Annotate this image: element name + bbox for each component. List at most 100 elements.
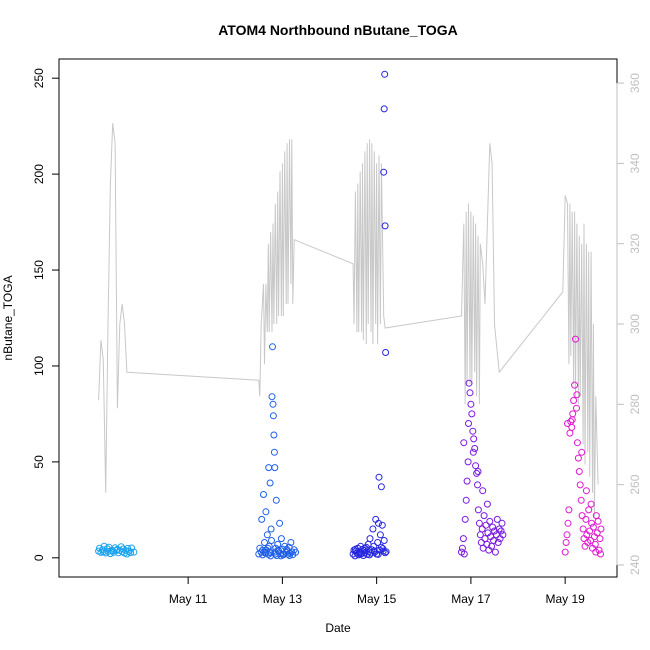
data-point [593,529,601,537]
data-point [271,464,279,472]
data-point [265,464,273,472]
y2-tick-label: 240 [628,555,642,575]
data-point [261,539,268,546]
data-point [286,552,293,559]
data-point [122,547,130,555]
data-point [577,496,585,504]
data-point [292,548,300,556]
data-points-layer [95,70,605,560]
data-point [465,420,472,427]
data-point [351,545,359,553]
data-point [495,525,503,533]
data-point [266,479,274,487]
data-point [366,551,374,559]
y-axis-left: 0 50 100 150 200 250 [32,68,60,561]
data-point [274,546,282,554]
y-axis-right: 240 260 280 300 320 340 360 [616,73,642,575]
data-point [370,547,378,555]
y-tick-label: 250 [32,68,46,88]
data-point [377,543,385,551]
data-point [474,481,481,489]
data-point [596,535,604,543]
data-point [471,445,479,452]
data-point [369,525,377,533]
data-point [497,527,505,535]
data-point [276,519,284,527]
data-point [573,439,581,447]
y2-tick-label: 260 [628,474,642,494]
data-point [479,487,487,495]
data-point [382,349,390,356]
data-point [582,515,590,523]
data-point [575,468,583,475]
data-point [380,105,388,113]
data-point [493,515,501,523]
data-point [477,539,485,546]
data-point [499,531,507,539]
data-point [381,222,389,230]
plot-area-frame [58,58,618,578]
data-point [491,548,499,556]
data-point [460,439,468,447]
chart-title: ATOM4 Northbound nButane_TOGA [218,22,458,38]
x-axis-label: Date [325,621,351,635]
data-point [374,539,382,546]
data-point [269,400,277,408]
data-point [587,500,595,508]
y-tick-label: 150 [32,260,46,280]
x-tick-label: May 11 [169,592,208,606]
series-2 [255,343,300,560]
data-point [465,379,473,387]
data-point [566,429,574,437]
data-point [356,550,364,558]
y2-tick-label: 300 [628,314,642,334]
data-point [460,550,468,558]
data-point [375,473,383,481]
data-point [585,506,593,514]
data-point [267,549,275,557]
data-point [269,412,277,420]
data-point [597,550,604,558]
data-point [597,525,605,533]
data-point [572,335,579,343]
y-tick-label: 50 [32,455,46,469]
data-point [466,389,474,397]
data-point [270,431,278,439]
data-point [574,454,582,462]
data-point [270,448,278,456]
data-point [267,525,275,533]
data-point [486,517,494,525]
data-point [468,410,476,418]
data-point [127,549,135,557]
data-point [565,506,573,514]
data-point [573,391,581,399]
data-point [498,519,506,527]
data-point [576,481,584,489]
data-point [374,550,382,558]
data-point [464,458,472,466]
series-3 [349,70,390,560]
data-point [269,343,276,351]
data-point [570,397,578,404]
data-point [490,537,497,544]
data-point [379,547,387,555]
data-point [467,400,475,408]
data-point [463,477,471,485]
series-4 [458,379,507,558]
x-tick-label: May 15 [357,592,397,606]
data-point [469,427,477,435]
data-point [591,540,599,548]
data-point [459,535,467,543]
data-point [377,483,385,491]
series-1 [95,542,138,558]
data-point [569,410,577,418]
data-point [475,519,483,527]
data-point [117,543,125,551]
data-point [272,496,280,504]
data-point [380,537,388,544]
data-point [263,531,271,539]
data-point [592,548,600,556]
altitude-line [98,123,599,517]
data-point [480,512,488,520]
data-point [268,393,276,401]
